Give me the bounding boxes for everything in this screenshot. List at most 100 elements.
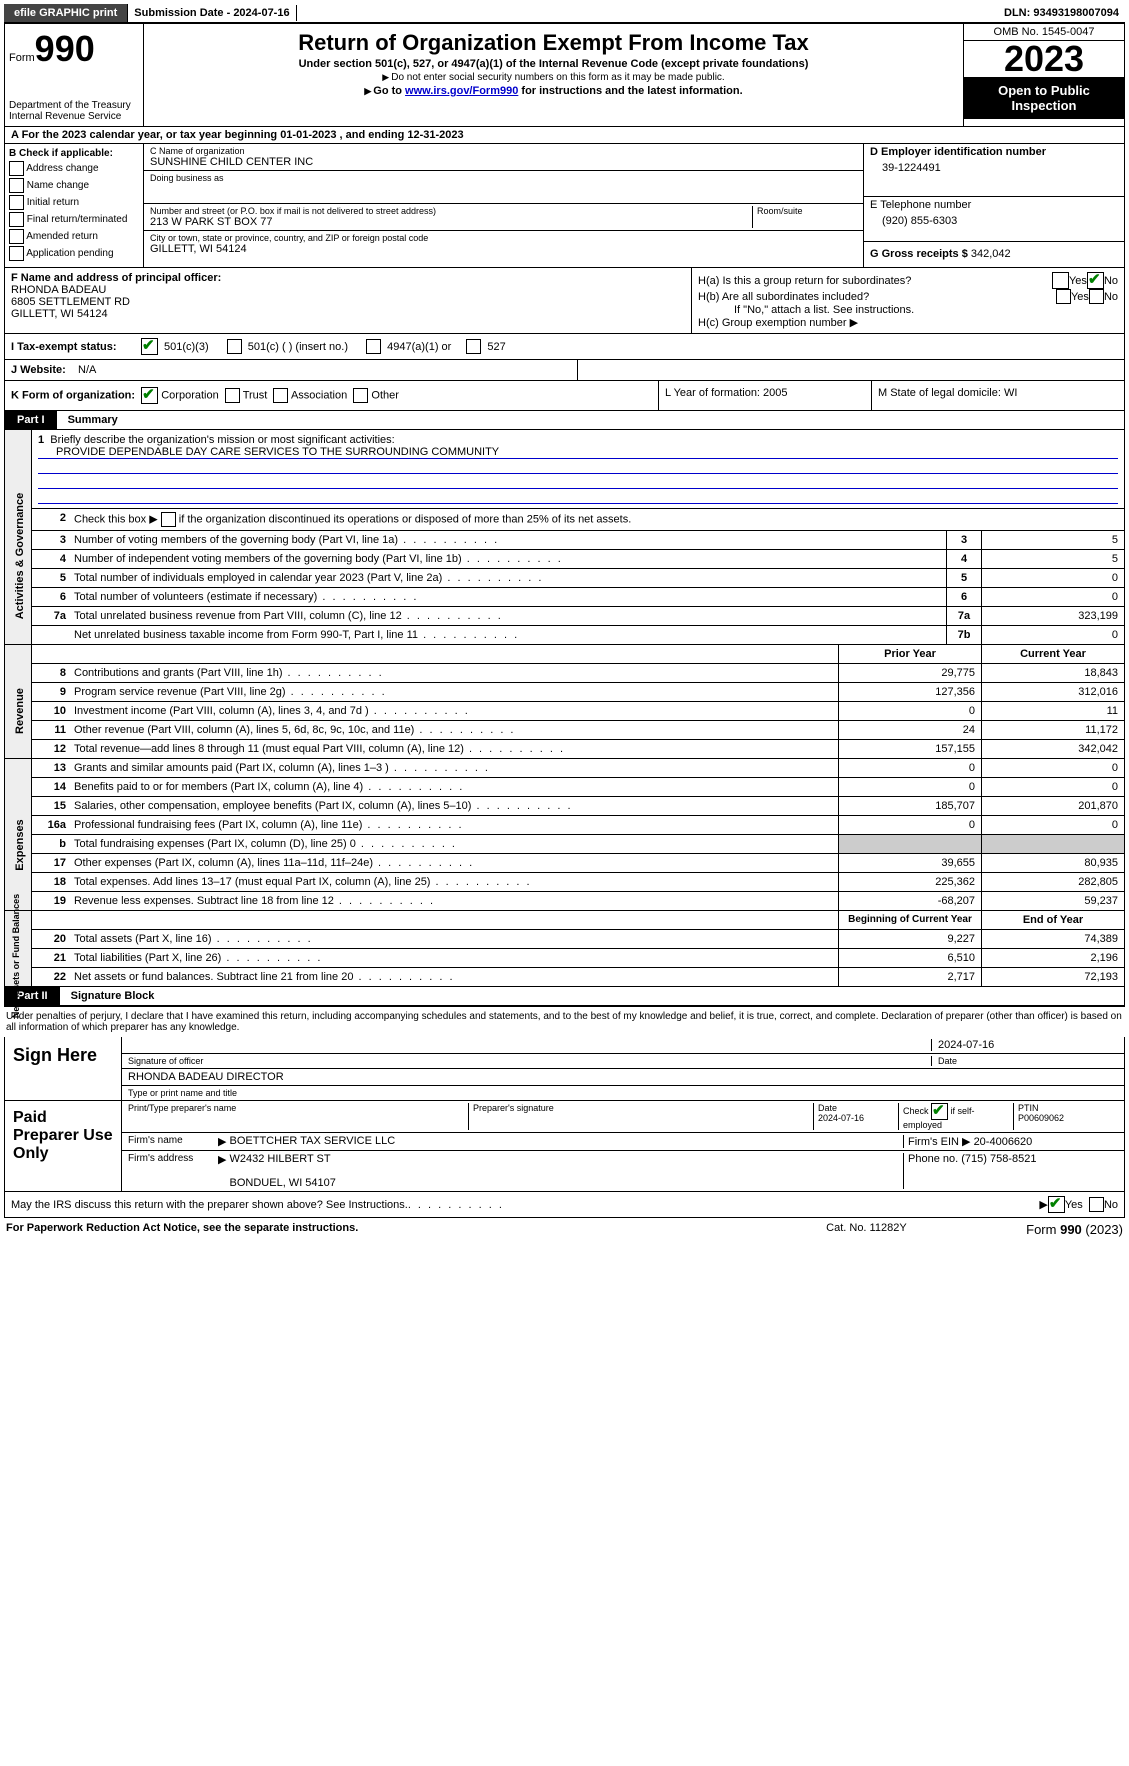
cb-address-change[interactable]: Address change	[9, 161, 139, 176]
form-word: Form	[9, 52, 35, 64]
col-prior: Prior Year	[838, 645, 981, 663]
line-5: 5Total number of individuals employed in…	[32, 569, 1124, 588]
officer-typed: RHONDA BADEAU DIRECTOR	[122, 1069, 1124, 1086]
line-21: 21Total liabilities (Part X, line 26)6,5…	[32, 949, 1124, 968]
website-value: N/A	[78, 364, 96, 376]
form-title: Return of Organization Exempt From Incom…	[148, 30, 959, 56]
firm-ein: 20-4006620	[974, 1136, 1033, 1148]
ein-value: 39-1224491	[870, 158, 1118, 174]
form-subtitle: Under section 501(c), 527, or 4947(a)(1)…	[148, 58, 959, 70]
q2-label: Check this box ▶ if the organization dis…	[70, 509, 1124, 530]
entity-block: B Check if applicable: Address change Na…	[4, 144, 1125, 268]
ha-no[interactable]	[1087, 272, 1104, 289]
type-name-label: Type or print name and title	[122, 1086, 1124, 1100]
cb-501c[interactable]	[227, 339, 242, 354]
part1-header: Part I Summary	[4, 411, 1125, 430]
cb-application-pending[interactable]: Application pending	[9, 246, 139, 261]
firm-phone: (715) 758-8521	[961, 1153, 1036, 1165]
ptin: P00609062	[1018, 1113, 1064, 1123]
line-17: 17Other expenses (Part IX, column (A), l…	[32, 854, 1124, 873]
cb-527[interactable]	[466, 339, 481, 354]
cb-501c3[interactable]	[141, 338, 158, 355]
cb-association[interactable]	[273, 388, 288, 403]
officer-label: F Name and address of principal officer:	[11, 272, 685, 284]
org-name-label: C Name of organization	[150, 146, 857, 156]
discuss-yes[interactable]	[1048, 1196, 1065, 1213]
line-13: 13Grants and similar amounts paid (Part …	[32, 759, 1124, 778]
row-a-tax-year: A For the 2023 calendar year, or tax yea…	[4, 127, 1125, 144]
discuss-text: May the IRS discuss this return with the…	[11, 1199, 408, 1211]
line-22: 22Net assets or fund balances. Subtract …	[32, 968, 1124, 986]
state-domicile: M State of legal domicile: WI	[872, 381, 1124, 410]
cb-discontinued[interactable]	[161, 512, 176, 527]
summary-netassets: Net Assets or Fund Balances Beginning of…	[4, 911, 1125, 987]
signature-block: Sign Here 2024-07-16 Signature of office…	[4, 1037, 1125, 1101]
cat-no: Cat. No. 11282Y	[826, 1222, 1026, 1237]
irs-label: Internal Revenue Service	[9, 111, 139, 122]
top-bar: efile GRAPHIC print Submission Date - 20…	[4, 4, 1125, 23]
year-formation: L Year of formation: 2005	[659, 381, 872, 410]
public-inspection: Open to Public Inspection	[964, 77, 1124, 119]
q1-label: Briefly describe the organization's miss…	[50, 434, 394, 446]
firm-addr2: BONDUEL, WI 54107	[230, 1177, 336, 1189]
dept-treasury: Department of the Treasury	[9, 100, 139, 111]
firm-name: BOETTCHER TAX SERVICE LLC	[230, 1135, 903, 1148]
line-12: 12Total revenue—add lines 8 through 11 (…	[32, 740, 1124, 758]
hb-yes[interactable]	[1056, 289, 1071, 304]
fg-row: F Name and address of principal officer:…	[4, 268, 1125, 334]
discuss-row: May the IRS discuss this return with the…	[4, 1192, 1125, 1218]
sig-date-label: Date	[931, 1056, 1118, 1066]
cb-4947[interactable]	[366, 339, 381, 354]
line-15: 15Salaries, other compensation, employee…	[32, 797, 1124, 816]
hc-label: H(c) Group exemption number ▶	[698, 316, 1118, 329]
officer-street: 6805 SETTLEMENT RD	[11, 296, 685, 308]
officer-name: RHONDA BADEAU	[11, 284, 685, 296]
cb-self-employed[interactable]	[931, 1103, 948, 1120]
ein-label: D Employer identification number	[870, 146, 1118, 158]
line-18: 18Total expenses. Add lines 13–17 (must …	[32, 873, 1124, 892]
discuss-no[interactable]	[1089, 1197, 1104, 1212]
website-label: J Website:	[11, 364, 66, 376]
part1-title: Summary	[60, 411, 126, 429]
dln: DLN: 93493198007094	[998, 5, 1125, 21]
k-row: K Form of organization: Corporation Trus…	[4, 381, 1125, 411]
line-b: bTotal fundraising expenses (Part IX, co…	[32, 835, 1124, 854]
cb-amended-return[interactable]: Amended return	[9, 229, 139, 244]
hb-no[interactable]	[1089, 289, 1104, 304]
cb-initial-return[interactable]: Initial return	[9, 195, 139, 210]
part2-title: Signature Block	[63, 987, 163, 1005]
irs-link[interactable]: www.irs.gov/Form990	[405, 85, 518, 97]
phone-label: E Telephone number	[870, 199, 1118, 211]
firm-addr-label: Firm's address	[128, 1153, 218, 1189]
cb-corporation[interactable]	[141, 387, 158, 404]
prep-sig-label: Preparer's signature	[468, 1103, 813, 1130]
summary-governance: Activities & Governance 1 Briefly descri…	[4, 430, 1125, 645]
sign-here-label: Sign Here	[5, 1037, 122, 1100]
phone-value: (920) 855-6303	[870, 211, 1118, 227]
firm-addr1: W2432 HILBERT ST	[230, 1153, 331, 1165]
k-label: K Form of organization:	[11, 389, 135, 401]
line-7a: 7aTotal unrelated business revenue from …	[32, 607, 1124, 626]
self-employed: Check if self-employed	[898, 1103, 1013, 1130]
cb-name-change[interactable]: Name change	[9, 178, 139, 193]
gross-receipts-label: G Gross receipts $	[870, 248, 968, 260]
efile-button[interactable]: efile GRAPHIC print	[4, 4, 128, 22]
line-6: 6Total number of volunteers (estimate if…	[32, 588, 1124, 607]
line-10: 10Investment income (Part VIII, column (…	[32, 702, 1124, 721]
line-9: 9Program service revenue (Part VIII, lin…	[32, 683, 1124, 702]
line-19: 19Revenue less expenses. Subtract line 1…	[32, 892, 1124, 910]
cb-trust[interactable]	[225, 388, 240, 403]
cb-other[interactable]	[353, 388, 368, 403]
col-end: End of Year	[981, 911, 1124, 929]
ha-label: H(a) Is this a group return for subordin…	[698, 275, 1052, 287]
ha-yes[interactable]	[1052, 272, 1069, 289]
room-label: Room/suite	[757, 206, 857, 216]
line-20: 20Total assets (Part X, line 16)9,22774,…	[32, 930, 1124, 949]
cb-final-return[interactable]: Final return/terminated	[9, 212, 139, 227]
tax-status-row: I Tax-exempt status: 501(c)(3) 501(c) ( …	[4, 334, 1125, 360]
summary-expenses: Expenses 13Grants and similar amounts pa…	[4, 759, 1125, 911]
goto-suffix: for instructions and the latest informat…	[518, 85, 742, 97]
vtab-governance: Activities & Governance	[14, 491, 26, 621]
city-label: City or town, state or province, country…	[150, 233, 857, 243]
gross-receipts-value: 342,042	[971, 248, 1011, 260]
